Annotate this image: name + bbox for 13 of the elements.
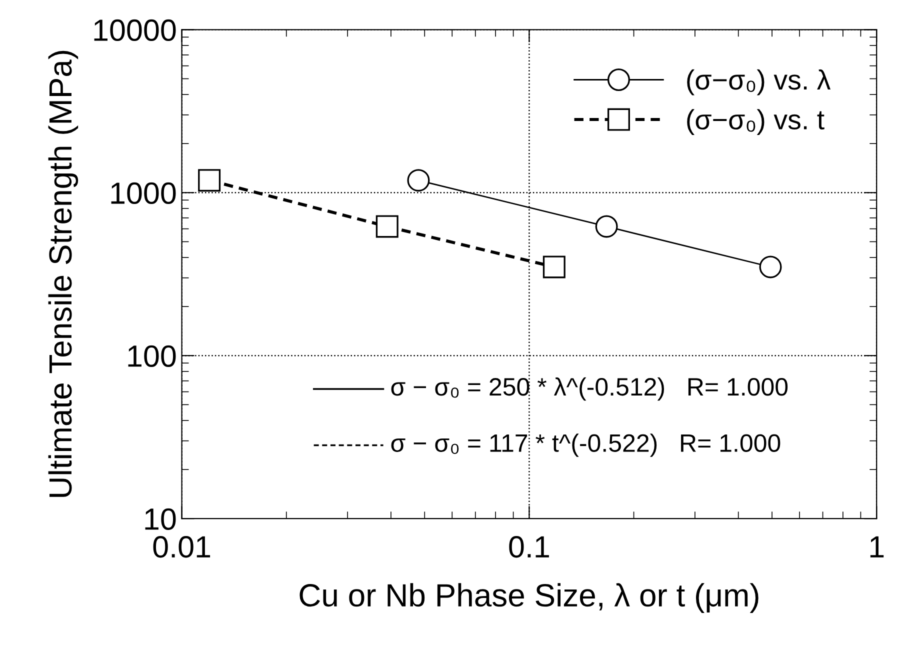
- legend-label: (σ−σ₀) vs. t: [687, 109, 824, 135]
- y-axis-title: Ultimate Tensile Strength (MPa): [48, 50, 78, 497]
- legend-label: (σ−σ₀) vs. λ: [687, 69, 831, 96]
- x-tick-label: 0.01: [153, 536, 210, 558]
- annotation: σ − σ₀ = 250 * λ^(-0.512) R= 1.000: [391, 377, 788, 401]
- y-tick-label: 100: [128, 345, 176, 367]
- x-axis-title: Cu or Nb Phase Size, λ or t (μm): [300, 583, 758, 613]
- x-tick-label: 1: [870, 536, 884, 558]
- x-tick-label: 0.1: [509, 536, 549, 558]
- y-tick-label: 10: [145, 508, 176, 530]
- annotation: σ − σ₀ = 117 * t^(-0.522) R= 1.000: [391, 434, 780, 457]
- y-tick-label: 10000: [94, 19, 176, 42]
- y-tick-label: 1000: [111, 182, 176, 204]
